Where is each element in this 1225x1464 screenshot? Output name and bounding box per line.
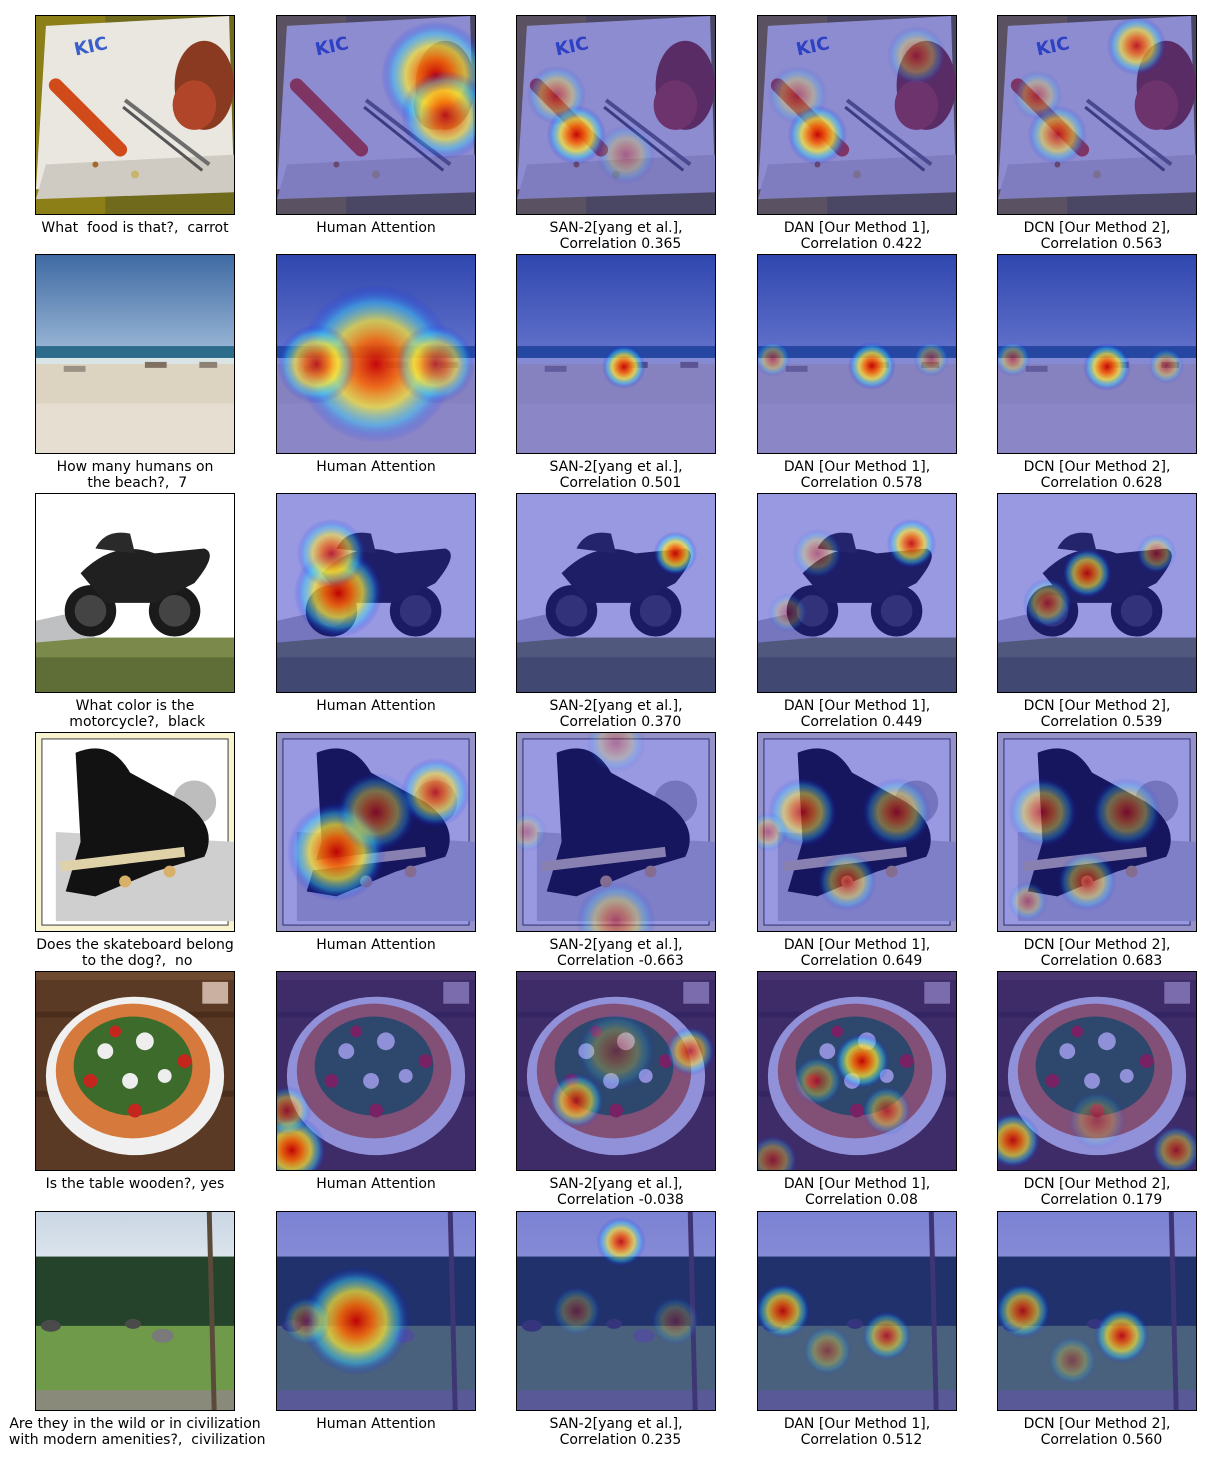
original-photo [35,1211,235,1411]
san-attention-map: KIC [516,15,716,215]
method-caption: SAN-2[yang et al.], Correlation -0.038 [549,1176,684,1208]
dcn-attention-map: KIC [997,15,1197,215]
dcn-attention-map [997,493,1197,693]
san-attention-map [516,971,716,1171]
method-caption: DCN [Our Method 2], Correlation 0.560 [1023,1416,1171,1448]
method-caption: SAN-2[yang et al.], Correlation 0.365 [549,220,683,252]
question-caption: How many humans on the beach?, 7 [56,459,214,491]
method-caption: Human Attention [316,1416,436,1432]
method-caption: DAN [Our Method 1], Correlation 0.512 [783,1416,931,1448]
dan-attention-map [757,254,957,454]
method-caption: Human Attention [316,1176,436,1192]
human-attention-map: KIC [276,15,476,215]
method-caption: DAN [Our Method 1], Correlation 0.449 [783,698,931,730]
dan-attention-map [757,493,957,693]
dan-attention-map [757,732,957,932]
question-caption: Are they in the wild or in civilization … [8,1416,266,1448]
method-caption: DAN [Our Method 1], Correlation 0.422 [783,220,931,252]
san-attention-map [516,254,716,454]
method-caption: Human Attention [316,220,436,236]
method-caption: DCN [Our Method 2], Correlation 0.179 [1023,1176,1171,1208]
original-photo [35,493,235,693]
method-caption: DCN [Our Method 2], Correlation 0.628 [1023,459,1171,491]
method-caption: DCN [Our Method 2], Correlation 0.539 [1023,698,1171,730]
question-caption: What color is the motorcycle?, black [69,698,206,730]
method-caption: SAN-2[yang et al.], Correlation 0.370 [549,698,683,730]
human-attention-map [276,254,476,454]
dcn-attention-map [997,1211,1197,1411]
method-caption: DAN [Our Method 1], Correlation 0.578 [783,459,931,491]
method-caption: Human Attention [316,937,436,953]
method-caption: DAN [Our Method 1], Correlation 0.649 [783,937,931,969]
san-attention-map [516,1211,716,1411]
method-caption: Human Attention [316,698,436,714]
method-caption: SAN-2[yang et al.], Correlation 0.501 [549,459,683,491]
original-photo [35,971,235,1171]
original-photo: KIC [35,15,235,215]
question-caption: Is the table wooden?, yes [45,1176,225,1192]
method-caption: SAN-2[yang et al.], Correlation -0.663 [549,937,684,969]
human-attention-map [276,971,476,1171]
method-caption: Human Attention [316,459,436,475]
method-caption: DAN [Our Method 1], Correlation 0.08 [783,1176,931,1208]
dan-attention-map [757,971,957,1171]
dcn-attention-map [997,971,1197,1171]
dan-attention-map: KIC [757,15,957,215]
dan-attention-map [757,1211,957,1411]
method-caption: SAN-2[yang et al.], Correlation 0.235 [549,1416,683,1448]
question-caption: Does the skateboard belong to the dog?, … [36,937,234,969]
original-photo [35,732,235,932]
method-caption: DCN [Our Method 2], Correlation 0.683 [1023,937,1171,969]
dcn-attention-map [997,732,1197,932]
san-attention-map [516,732,716,932]
human-attention-map [276,1211,476,1411]
question-caption: What food is that?, carrot [41,220,229,236]
original-photo [35,254,235,454]
san-attention-map [516,493,716,693]
method-caption: DCN [Our Method 2], Correlation 0.563 [1023,220,1171,252]
dcn-attention-map [997,254,1197,454]
human-attention-map [276,732,476,932]
human-attention-map [276,493,476,693]
